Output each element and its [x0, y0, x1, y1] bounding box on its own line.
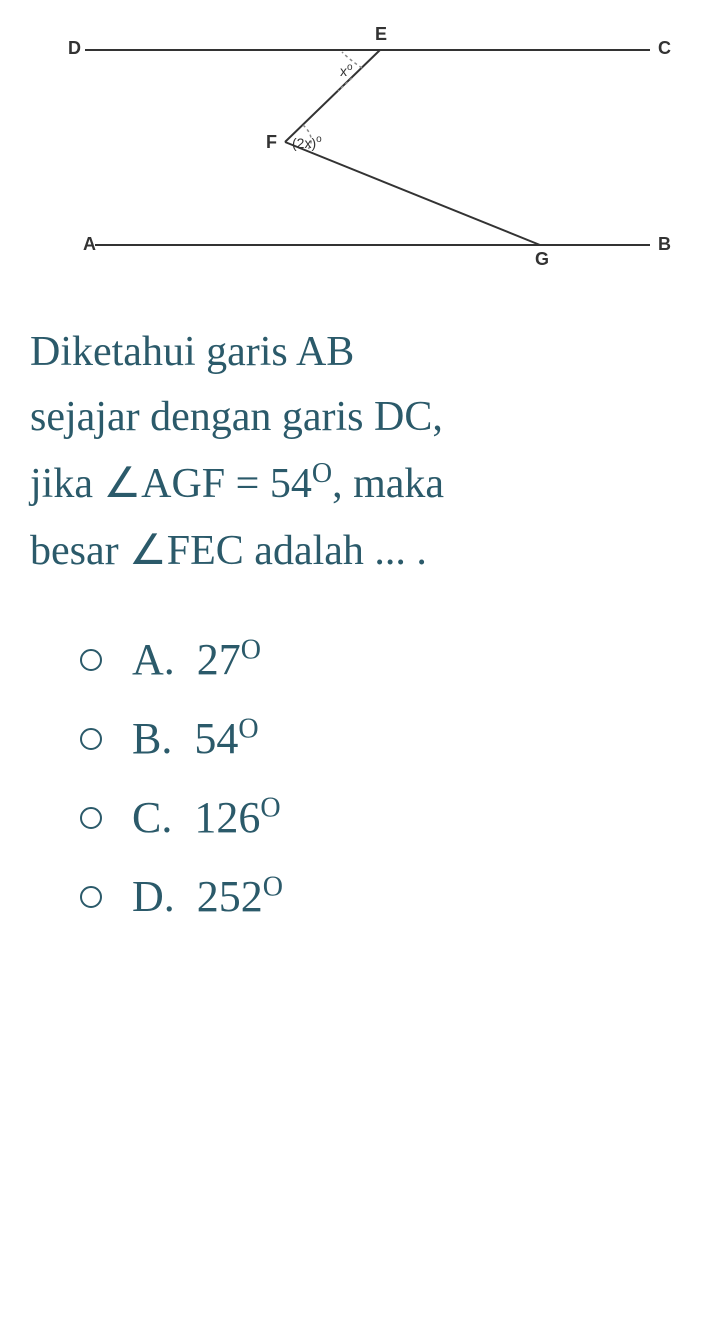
question-line1: Diketahui garis AB: [30, 329, 354, 375]
option-text: B. 54O: [132, 713, 259, 764]
geometry-diagram: D E C F A G B xo (2x)o: [30, 20, 678, 280]
angle-label-2x: (2x)o: [292, 134, 322, 151]
option-text: A. 27O: [132, 634, 261, 685]
question-line3-mid: AGF = 54: [141, 461, 312, 507]
question-line3-pre: jika: [30, 461, 103, 507]
radio-icon: [80, 728, 102, 750]
question-line3-post: , maka: [332, 461, 444, 507]
line-fg: [285, 142, 540, 245]
label-c: C: [658, 38, 671, 58]
label-g: G: [535, 249, 549, 269]
label-b: B: [658, 234, 671, 254]
label-e: E: [375, 24, 387, 44]
option-b[interactable]: B. 54O: [80, 713, 678, 764]
option-text: D. 252O: [132, 871, 283, 922]
angle-label-x: xo: [340, 62, 353, 79]
question-line2: sejajar dengan garis DC,: [30, 394, 443, 440]
option-text: C. 126O: [132, 792, 281, 843]
label-a: A: [83, 234, 96, 254]
label-d: D: [68, 38, 81, 58]
options-container: A. 27O B. 54O C. 126O D. 252O: [30, 634, 678, 922]
question-line4-pre: besar: [30, 528, 129, 574]
radio-icon: [80, 649, 102, 671]
question-line4-mid: FEC adalah ... .: [167, 528, 427, 574]
option-c[interactable]: C. 126O: [80, 792, 678, 843]
radio-icon: [80, 886, 102, 908]
diagram-svg: D E C F A G B xo (2x)o: [30, 20, 690, 280]
line-ef: [285, 50, 380, 142]
option-d[interactable]: D. 252O: [80, 871, 678, 922]
radio-icon: [80, 807, 102, 829]
angle-symbol-2: ∠: [129, 526, 167, 573]
option-a[interactable]: A. 27O: [80, 634, 678, 685]
label-f: F: [266, 132, 277, 152]
question-text: Diketahui garis AB sejajar dengan garis …: [30, 320, 678, 584]
angle-symbol-1: ∠: [103, 459, 141, 506]
question-line3-sup: O: [312, 458, 332, 489]
